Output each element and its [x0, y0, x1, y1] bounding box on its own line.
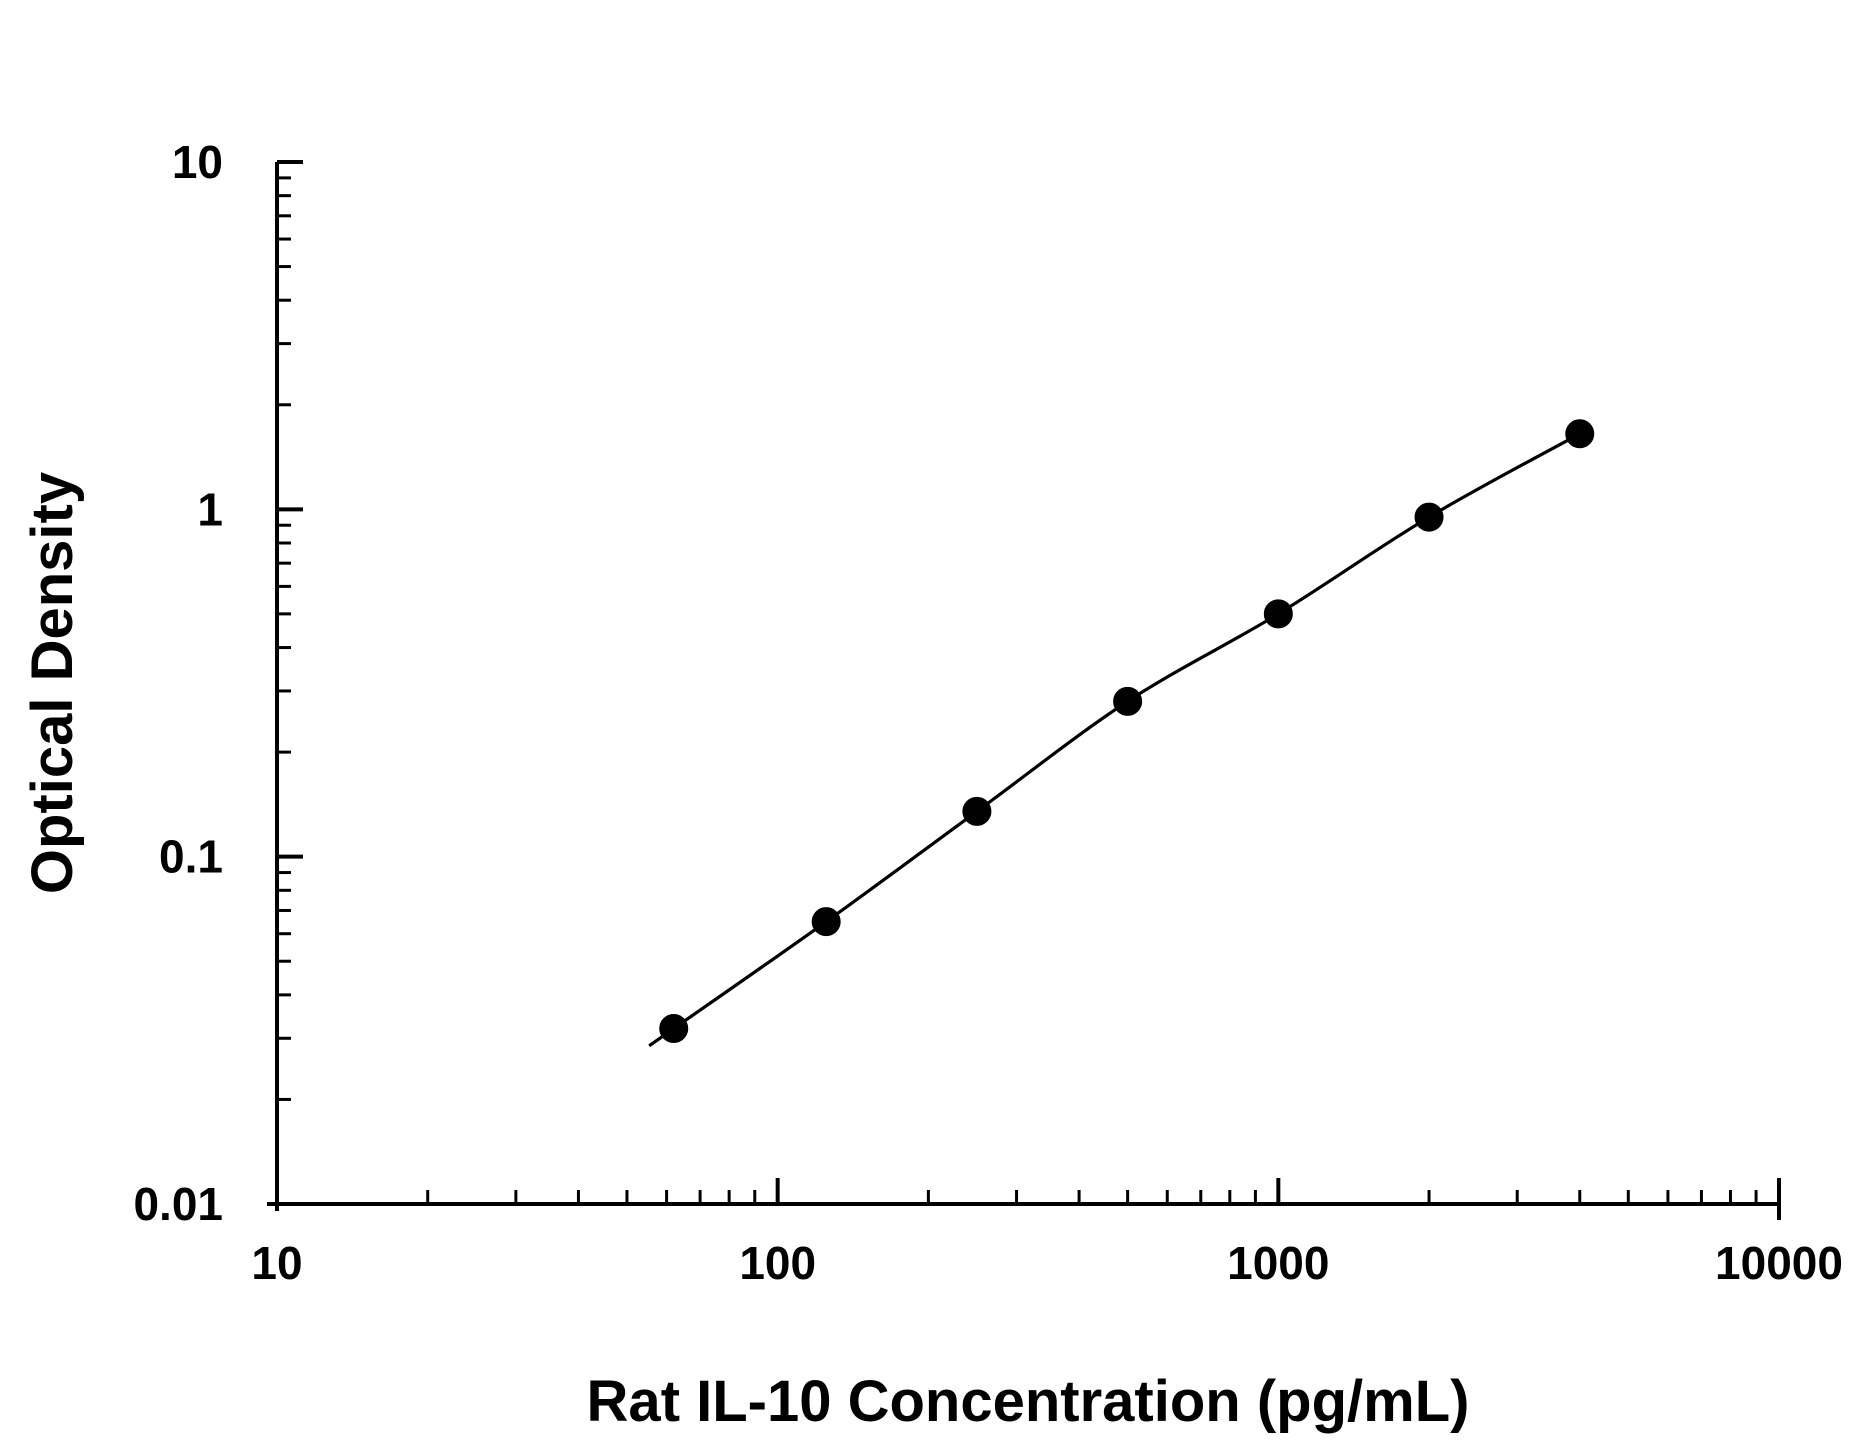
svg-text:0.01: 0.01 — [133, 1178, 223, 1230]
svg-text:Rat IL-10 Concentration (pg/mL: Rat IL-10 Concentration (pg/mL) — [587, 1369, 1470, 1434]
svg-text:10: 10 — [251, 1237, 302, 1289]
svg-text:1: 1 — [197, 483, 223, 535]
svg-text:10000: 10000 — [1715, 1237, 1843, 1289]
svg-text:Optical Density: Optical Density — [20, 472, 85, 894]
svg-text:10: 10 — [172, 136, 223, 188]
svg-text:100: 100 — [739, 1237, 816, 1289]
svg-text:0.1: 0.1 — [159, 831, 223, 883]
svg-text:1000: 1000 — [1227, 1237, 1329, 1289]
